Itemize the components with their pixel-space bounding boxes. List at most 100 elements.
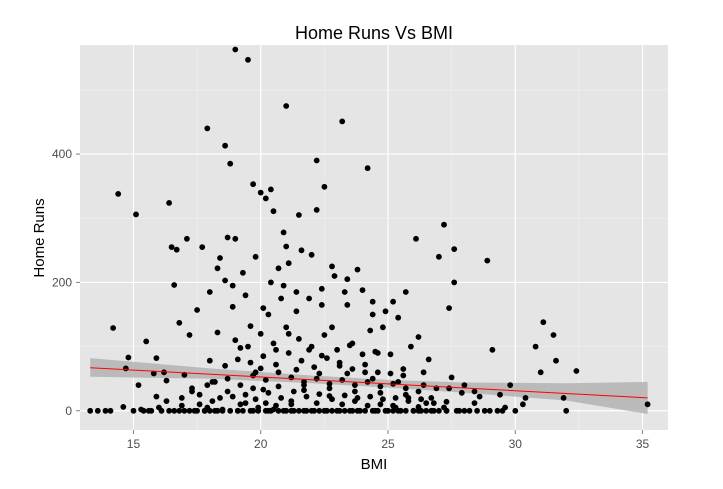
minor-gridlines — [80, 45, 668, 430]
data-point — [441, 404, 447, 411]
data-point — [278, 395, 284, 401]
data-point — [293, 366, 300, 373]
data-point — [560, 395, 567, 401]
data-point — [318, 302, 325, 308]
data-point — [275, 369, 282, 376]
data-point — [484, 257, 491, 264]
data-point — [499, 407, 506, 414]
data-point — [336, 407, 343, 414]
data-point — [247, 323, 254, 329]
data-point — [87, 407, 94, 414]
data-point — [405, 398, 412, 404]
data-point — [306, 295, 312, 302]
data-point — [242, 292, 249, 299]
data-point — [364, 379, 371, 385]
data-point — [372, 348, 379, 355]
data-point — [494, 407, 501, 414]
data-point — [285, 330, 292, 337]
y-tick-label: 0 — [65, 404, 72, 418]
data-point — [196, 401, 203, 408]
data-point — [423, 407, 430, 414]
y-axis-title: Home Runs — [31, 198, 48, 277]
data-point — [489, 346, 496, 353]
data-point — [341, 407, 348, 414]
data-point — [234, 407, 241, 414]
data-point — [364, 402, 371, 409]
data-point — [250, 181, 256, 188]
data-point — [265, 311, 272, 318]
data-point — [522, 395, 529, 401]
data-point — [283, 324, 290, 331]
data-point — [329, 324, 335, 331]
data-point — [173, 246, 180, 253]
data-point — [443, 398, 450, 405]
data-point — [268, 186, 274, 193]
data-point — [222, 362, 229, 369]
data-point — [354, 266, 361, 273]
data-point — [387, 370, 394, 377]
data-point — [436, 253, 442, 260]
data-point — [204, 125, 211, 132]
data-point — [110, 325, 116, 331]
data-point — [245, 56, 251, 63]
data-point — [354, 395, 361, 401]
data-point — [296, 212, 302, 218]
data-point — [436, 407, 442, 414]
data-point — [224, 388, 231, 395]
data-point — [186, 332, 193, 338]
data-point — [171, 282, 178, 288]
data-point — [540, 319, 547, 326]
data-point — [308, 251, 315, 258]
data-point — [153, 355, 160, 361]
data-point — [214, 407, 221, 414]
data-point — [402, 391, 409, 398]
data-point — [293, 289, 300, 295]
confidence-band — [90, 358, 648, 414]
data-point — [250, 372, 256, 379]
data-point — [354, 407, 361, 414]
data-point — [362, 369, 368, 376]
data-point — [430, 400, 437, 406]
data-point — [326, 385, 333, 392]
data-point — [161, 369, 167, 376]
data-point — [507, 382, 514, 388]
confidence-band-area — [90, 358, 648, 414]
data-point — [204, 382, 211, 388]
data-point — [163, 398, 170, 404]
data-point — [331, 273, 338, 279]
data-point — [222, 277, 229, 284]
data-point — [451, 246, 458, 253]
data-point — [497, 391, 503, 398]
data-point — [232, 46, 239, 53]
data-point — [430, 407, 437, 414]
x-tick-label: 20 — [254, 437, 268, 451]
data-point — [329, 407, 335, 414]
data-point — [402, 385, 409, 392]
data-point — [224, 234, 231, 241]
data-point — [461, 407, 468, 414]
y-axis-ticks: 0 200 400 — [52, 147, 80, 418]
data-point — [217, 395, 223, 401]
data-point — [260, 305, 267, 311]
data-point — [415, 388, 422, 395]
data-point — [280, 229, 287, 236]
data-point — [196, 391, 203, 398]
data-point — [222, 142, 229, 149]
data-point — [395, 314, 402, 321]
data-point — [247, 407, 254, 414]
data-point — [329, 263, 335, 270]
data-point — [214, 329, 221, 336]
data-point — [234, 356, 241, 363]
data-point — [446, 305, 452, 311]
data-point — [339, 401, 346, 408]
data-point — [189, 385, 195, 392]
data-point — [377, 389, 384, 396]
data-point — [308, 407, 315, 414]
data-point — [301, 379, 307, 385]
data-point — [321, 183, 328, 190]
data-point — [461, 382, 468, 388]
data-point — [217, 255, 223, 261]
data-point — [410, 407, 417, 414]
data-point — [219, 407, 226, 414]
data-point — [402, 289, 409, 295]
